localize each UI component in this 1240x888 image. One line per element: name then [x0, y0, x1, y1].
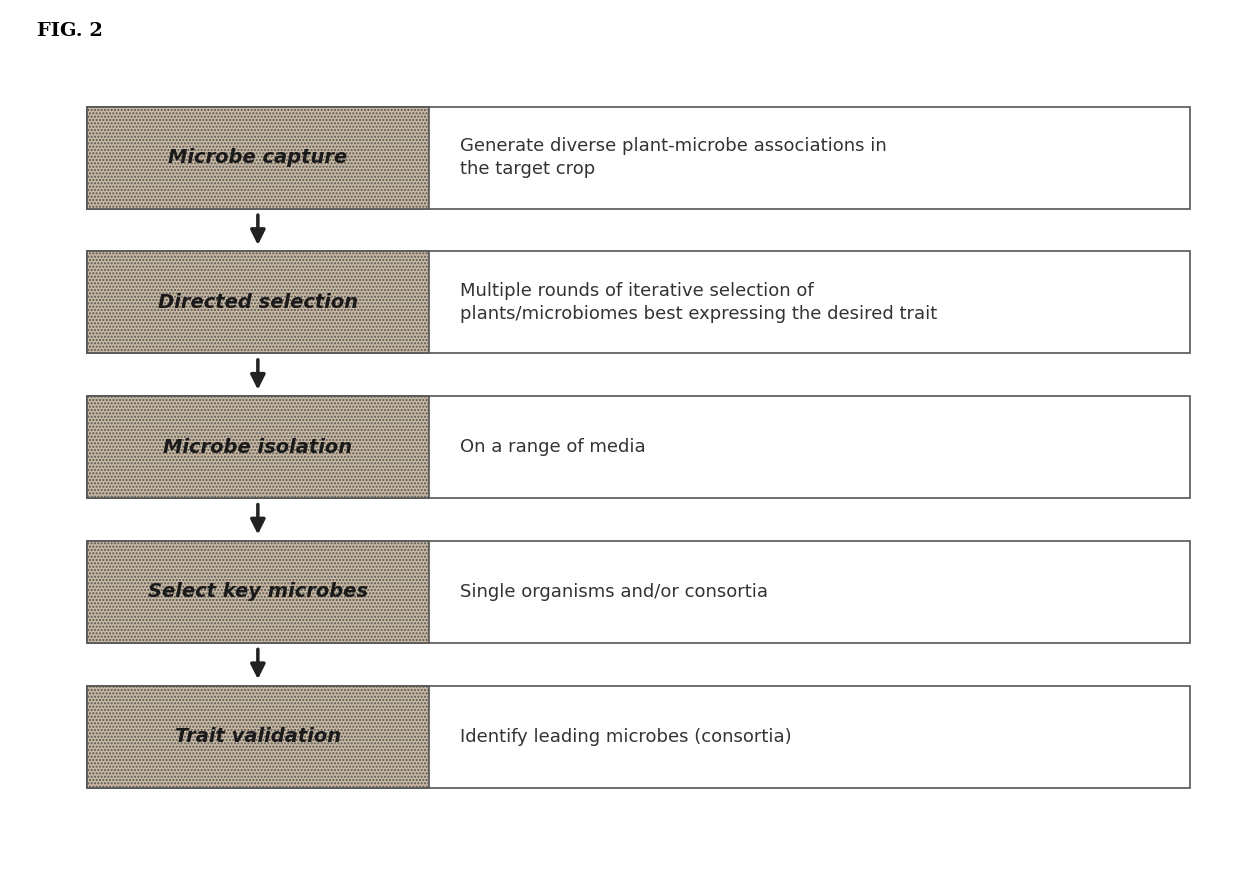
- Text: Identify leading microbes (consortia): Identify leading microbes (consortia): [460, 727, 791, 746]
- Text: On a range of media: On a range of media: [460, 438, 646, 456]
- Bar: [87, 541, 429, 643]
- Text: FIG. 2: FIG. 2: [37, 22, 103, 40]
- Text: Generate diverse plant-microbe associations in
the target crop: Generate diverse plant-microbe associati…: [460, 137, 887, 178]
- Text: Microbe isolation: Microbe isolation: [164, 438, 352, 456]
- Bar: [87, 251, 429, 353]
- Text: Multiple rounds of iterative selection of
plants/microbiomes best expressing the: Multiple rounds of iterative selection o…: [460, 281, 937, 323]
- Bar: [87, 107, 1190, 209]
- Text: Directed selection: Directed selection: [157, 293, 358, 312]
- Bar: [87, 686, 429, 788]
- Bar: [87, 107, 429, 209]
- Bar: [87, 541, 1190, 643]
- Bar: [87, 251, 1190, 353]
- Text: Microbe capture: Microbe capture: [169, 148, 347, 167]
- Text: Trait validation: Trait validation: [175, 727, 341, 746]
- Bar: [87, 686, 1190, 788]
- Bar: [87, 396, 1190, 498]
- Text: Select key microbes: Select key microbes: [148, 583, 368, 601]
- Text: Single organisms and/or consortia: Single organisms and/or consortia: [460, 583, 768, 601]
- Bar: [87, 396, 429, 498]
